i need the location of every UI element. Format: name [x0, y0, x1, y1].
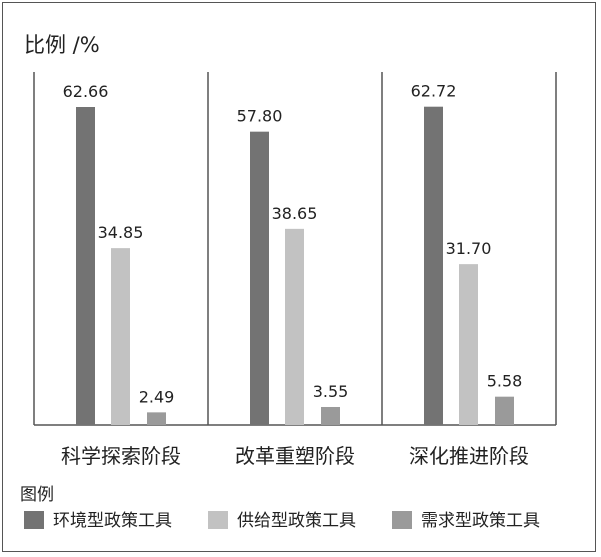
legend-label: 需求型政策工具 — [421, 511, 540, 531]
legend-swatch — [392, 511, 412, 529]
legend-title: 图例 — [20, 485, 54, 505]
bar — [495, 396, 514, 425]
bar-value-label: 62.66 — [63, 82, 109, 101]
bar-value-label: 5.58 — [487, 372, 523, 391]
bar — [111, 248, 130, 425]
bar — [321, 406, 340, 425]
bar — [285, 228, 304, 425]
plot-area: 62.66 34.85 2.49 科学探索阶段 57.80 38.65 3.55 改革重塑阶段… — [33, 72, 557, 468]
legend-swatch — [24, 511, 44, 529]
legend: 环境型政策工具 供给型政策工具 需求型政策工具 — [24, 511, 540, 531]
bar — [147, 412, 166, 425]
x-tick-label: 科学探索阶段 — [61, 444, 181, 468]
x-tick-label: 改革重塑阶段 — [235, 444, 355, 468]
bar-value-label: 3.55 — [313, 382, 349, 401]
bar — [76, 107, 95, 425]
bar-value-label: 34.85 — [98, 223, 144, 242]
bar-value-label: 2.49 — [139, 387, 175, 406]
bar — [459, 264, 478, 425]
legend-label: 供给型政策工具 — [237, 511, 356, 531]
bar-value-label: 62.72 — [411, 82, 457, 101]
bar — [250, 131, 269, 425]
bar-value-label: 31.70 — [446, 239, 492, 258]
legend-label: 环境型政策工具 — [53, 511, 172, 531]
y-axis-label: 比例 /% — [24, 33, 100, 57]
bar-value-label: 57.80 — [237, 107, 283, 126]
x-tick-label: 深化推进阶段 — [409, 444, 529, 468]
legend-swatch — [208, 511, 228, 529]
bar-value-label: 38.65 — [272, 204, 318, 223]
bar — [424, 106, 443, 426]
